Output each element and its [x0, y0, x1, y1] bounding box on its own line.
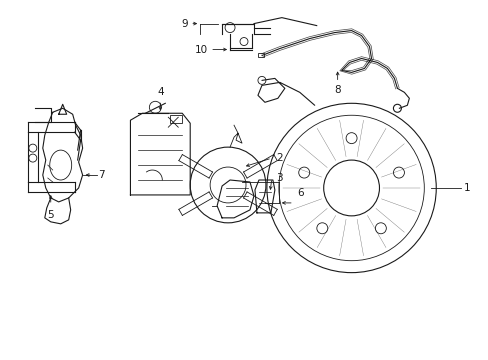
Text: 5: 5: [47, 210, 54, 220]
Text: 7: 7: [99, 170, 105, 180]
Text: 3: 3: [275, 173, 282, 183]
Text: 6: 6: [296, 188, 303, 198]
Bar: [258, 54, 264, 58]
Text: 1: 1: [463, 183, 470, 193]
Text: 10: 10: [195, 45, 208, 54]
Text: 9: 9: [181, 19, 188, 28]
Bar: [170, 115, 182, 123]
Text: 2: 2: [275, 153, 282, 163]
Text: 4: 4: [157, 87, 163, 97]
Text: 8: 8: [334, 85, 340, 95]
